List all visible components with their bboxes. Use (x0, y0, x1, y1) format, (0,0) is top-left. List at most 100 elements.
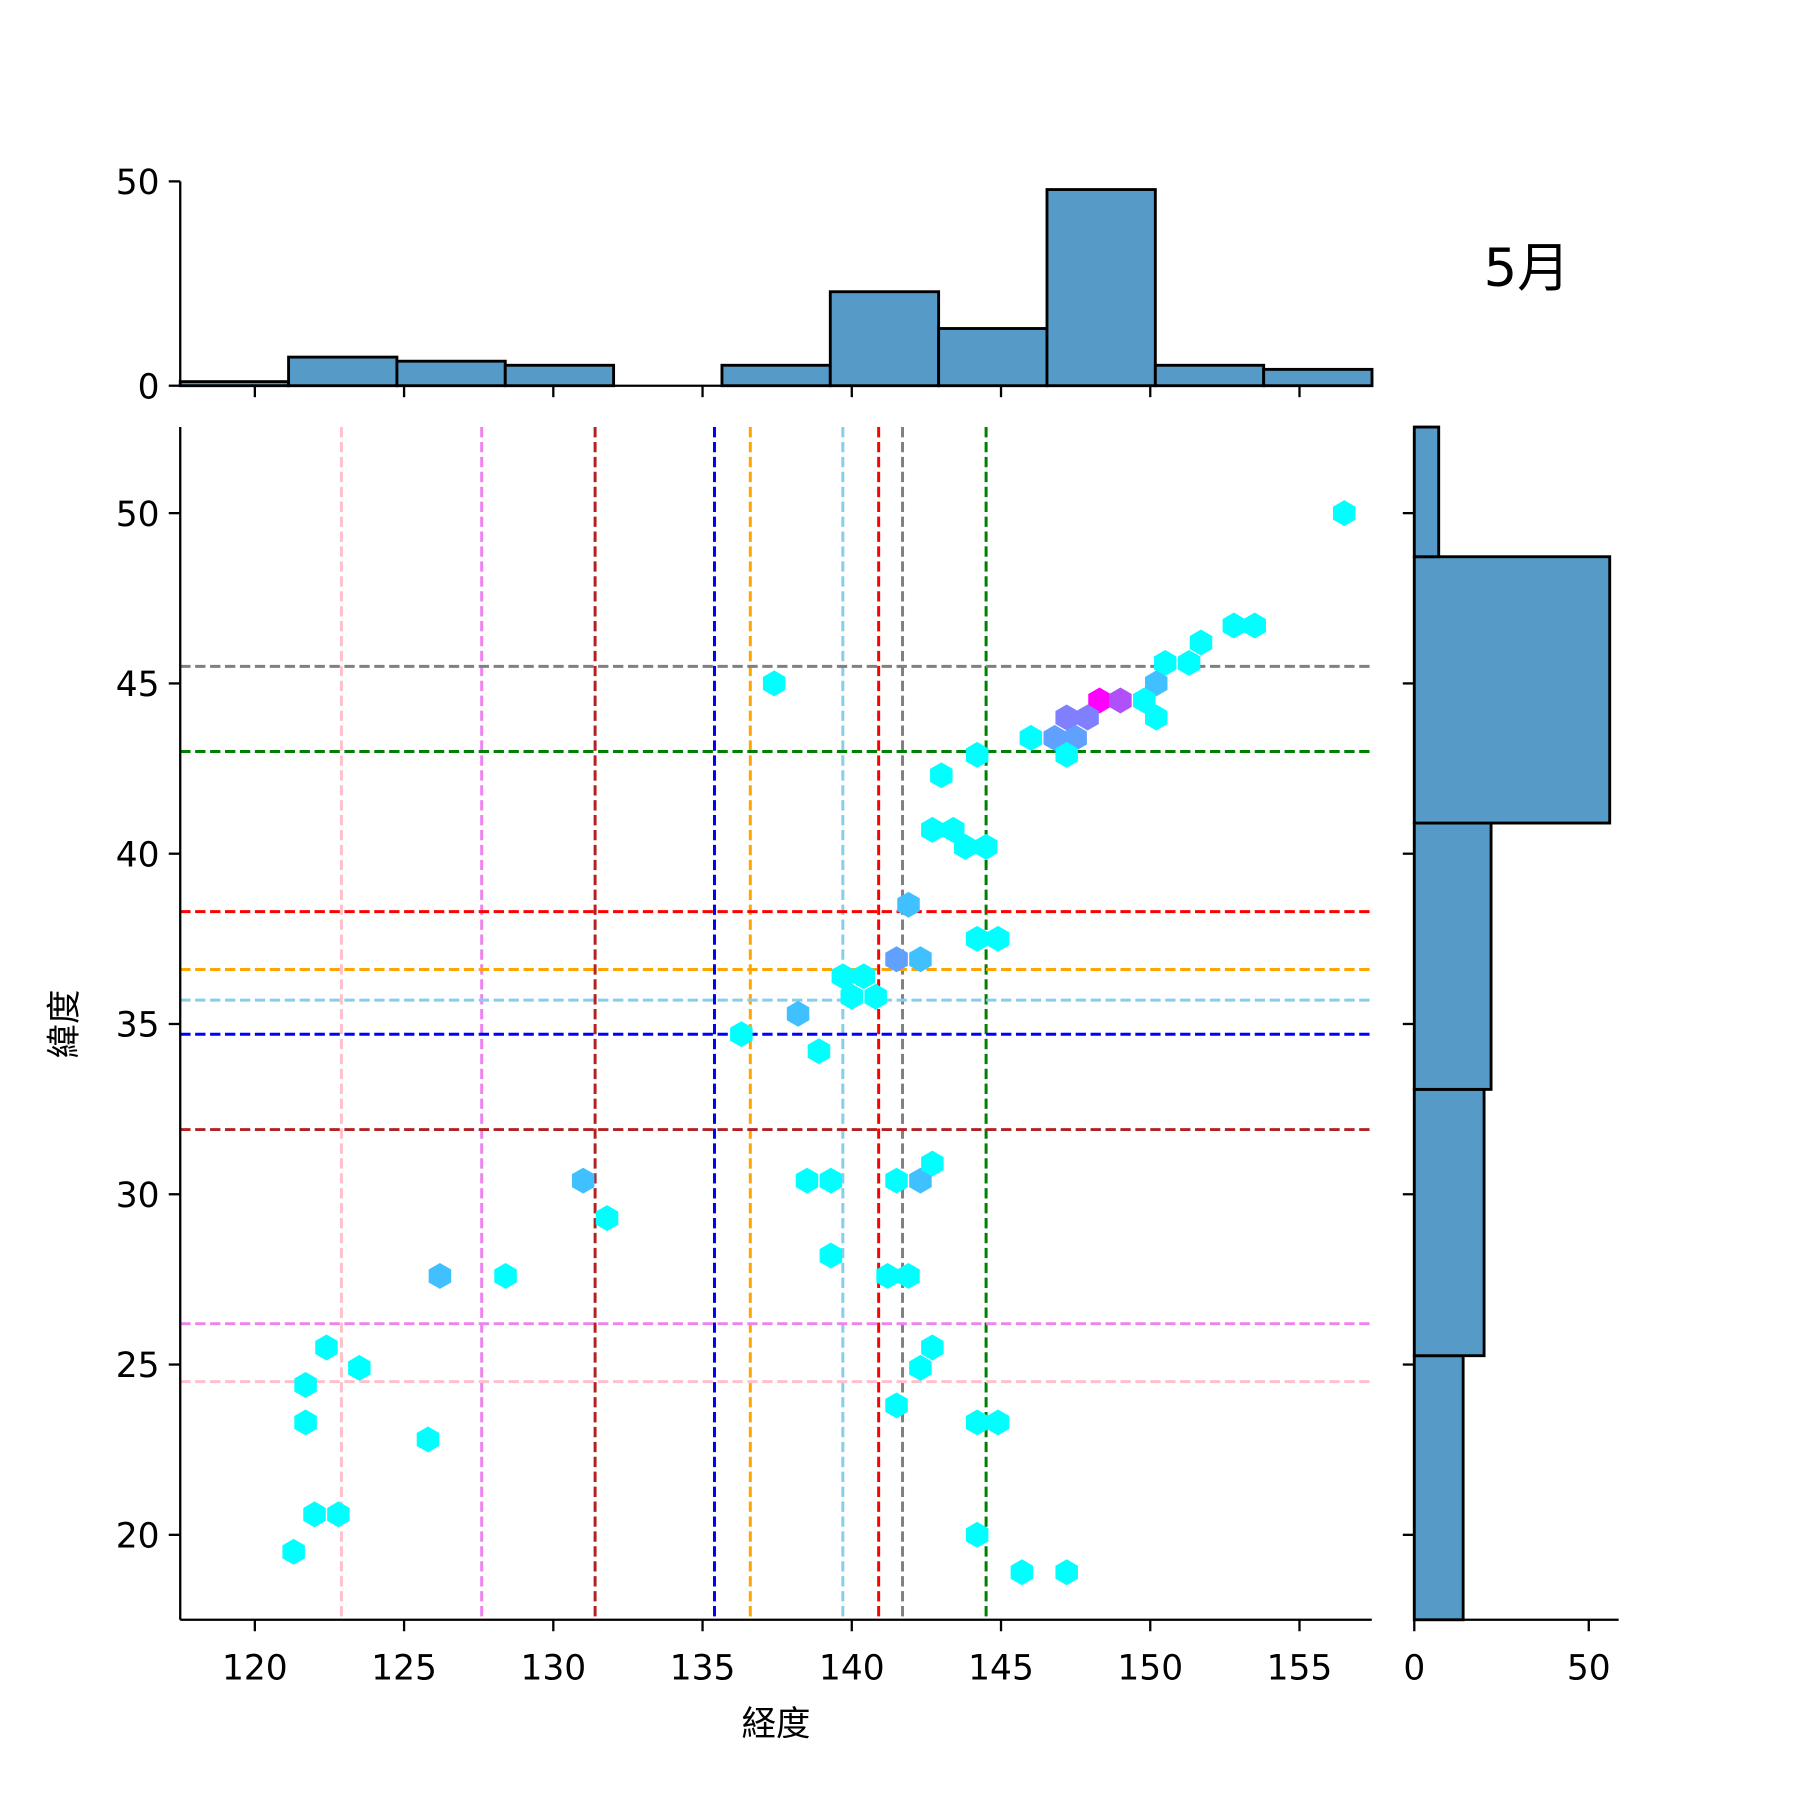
hexbin-cell (885, 1392, 908, 1419)
hexbin-cell (1133, 687, 1156, 714)
top-hist-y-tick-label: 50 (116, 163, 160, 203)
histogram-bar (1412, 821, 1493, 1091)
hexbin-cell (730, 1021, 753, 1048)
hexbin-cell (921, 816, 944, 843)
hexbin-cell (294, 1372, 317, 1398)
hexbin-cell (762, 670, 786, 697)
right-histogram: 0 50 (1402, 425, 1619, 1688)
histogram-bar (287, 355, 399, 388)
hexbin-cell (1153, 649, 1177, 676)
histogram-bar (720, 363, 832, 388)
histogram-bar (395, 359, 507, 388)
hexbin-cell (1055, 704, 1078, 731)
hexbin-cell (986, 925, 1010, 952)
histogram-bar (1412, 555, 1612, 825)
hexbin-cell (1019, 724, 1043, 751)
y-tick-label: 50 (116, 495, 160, 535)
hexbin-cell (974, 833, 998, 860)
hexbin-cell (909, 1354, 932, 1381)
hexbin-cell (909, 946, 932, 973)
hexbin-cell (840, 983, 864, 1010)
hexbin-cell (1010, 1559, 1034, 1586)
histogram-bar (503, 363, 616, 388)
x-tick-label: 130 (520, 1648, 586, 1688)
hexbin-cell (1109, 687, 1132, 714)
hexbin-cell (1055, 1559, 1078, 1586)
y-tick-label: 20 (116, 1516, 160, 1556)
hexbin-cell (921, 1334, 944, 1361)
hexbin-cell (282, 1538, 305, 1565)
hexbin-cell (965, 1409, 989, 1436)
histogram-bar (828, 290, 941, 388)
hexbin-cell (965, 1521, 989, 1548)
y-axis-label: 緯度 (45, 990, 85, 1059)
hexbin-cell (294, 1409, 317, 1436)
hexbin-plot: 120 125 130 135 140 145 150 155 20 25 30 35 40 45 50 (116, 427, 1372, 1688)
right-hist-x-tick-label: 0 (1403, 1648, 1425, 1688)
chart-title: 5月 (1484, 238, 1570, 299)
hexbin-cell (327, 1501, 350, 1528)
hexbin-cell (921, 1150, 944, 1177)
hexbin-cell (1088, 687, 1111, 714)
top-histogram: 0 50 (116, 163, 1374, 407)
y-tick-label: 35 (116, 1006, 160, 1046)
hexbin-cell (571, 1167, 595, 1194)
hexbin-cell (1243, 612, 1266, 639)
hexbin-cell (348, 1354, 371, 1381)
hexbin-cell (909, 1167, 932, 1194)
hexbin-cell (428, 1262, 452, 1289)
top-hist-y-tick-label: 0 (138, 367, 160, 407)
x-tick-label: 125 (371, 1648, 437, 1688)
hexbin-cell (416, 1426, 440, 1453)
x-axis-label: 経度 (742, 1705, 811, 1745)
hexbin-cell (1144, 704, 1168, 731)
hexbin-cell (1222, 612, 1246, 639)
x-tick-label: 140 (819, 1648, 885, 1688)
hexbin-cell (807, 1038, 831, 1065)
x-tick-label: 150 (1117, 1648, 1183, 1688)
hexbin-cell (885, 1167, 908, 1194)
hexbin-cell (786, 1000, 810, 1027)
hexbin-cell (831, 963, 855, 990)
hexbin-cell (965, 741, 989, 768)
hexbin-cell (795, 1167, 819, 1194)
hexbin-cell (303, 1501, 326, 1528)
hexbin-cell (1189, 629, 1213, 656)
histogram-bar (1412, 1087, 1486, 1358)
y-tick-label: 25 (116, 1346, 160, 1386)
hexbin-cell (852, 963, 875, 990)
hexbin-cell (965, 925, 989, 952)
hexbin-cell (1043, 724, 1066, 751)
hexbin-cell (986, 1409, 1010, 1436)
histogram-bar (1262, 367, 1374, 388)
hexbin-cell (595, 1205, 619, 1232)
histogram-bar (1412, 425, 1441, 559)
hexbin-cell (897, 1262, 920, 1289)
hexbin-cell (885, 946, 908, 973)
hexbin-cell (819, 1242, 843, 1269)
hexbin-cell (942, 816, 965, 843)
histogram-bar (1412, 1354, 1465, 1622)
hexbin-cell (1076, 704, 1099, 731)
hexbin-cell (1333, 500, 1356, 527)
y-tick-label: 45 (116, 665, 160, 705)
hexbin-cell (494, 1262, 517, 1289)
x-tick-label: 145 (968, 1648, 1034, 1688)
histogram-bar (937, 327, 1049, 388)
hexbin-cell (930, 762, 953, 789)
histogram-bar (1045, 188, 1157, 388)
hexbin-cell (1055, 741, 1078, 768)
histogram-bar (1153, 363, 1266, 388)
y-tick-label: 30 (116, 1176, 160, 1216)
hexbin-cell (315, 1334, 338, 1361)
hexbin-cell (876, 1262, 899, 1289)
hexbin-cell (1177, 649, 1201, 676)
x-tick-label: 135 (670, 1648, 736, 1688)
hexbin-cell (819, 1167, 843, 1194)
x-tick-label: 120 (222, 1648, 288, 1688)
right-hist-x-tick-label: 50 (1567, 1648, 1611, 1688)
y-tick-label: 40 (116, 835, 160, 875)
hexbin-cell (864, 983, 887, 1010)
hexbin-cell (897, 891, 920, 918)
